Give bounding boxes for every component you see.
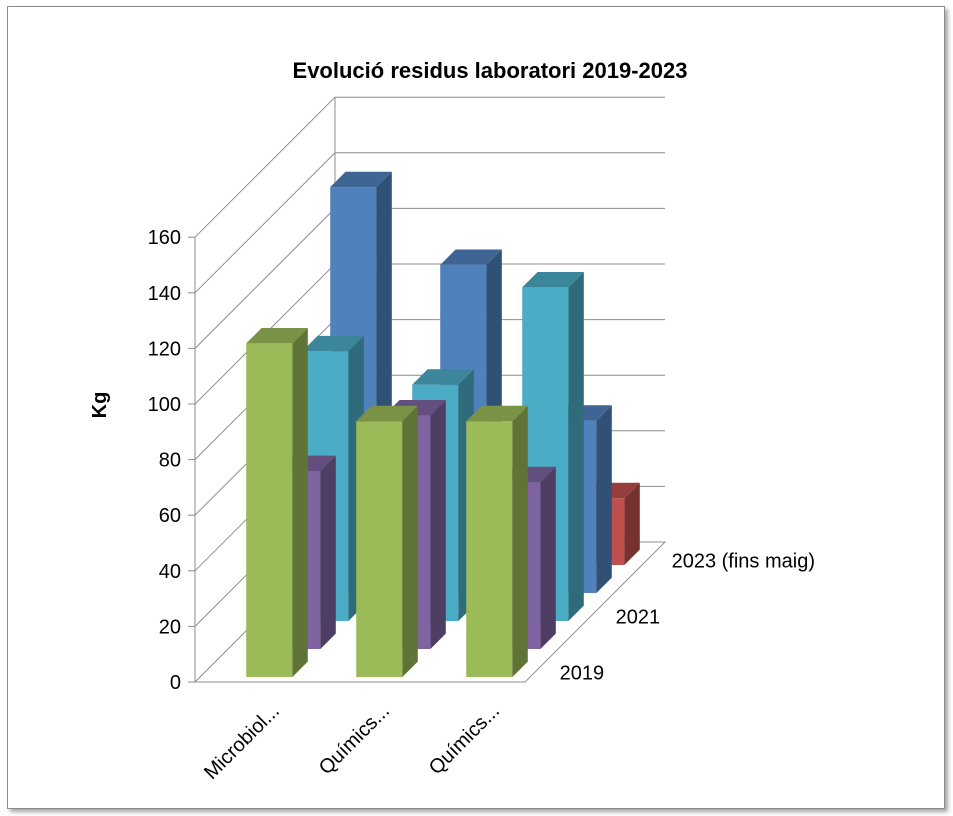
y-tick-label: 40 — [159, 561, 181, 583]
x-tick-labels: Microbiol... Químics... Químics... — [200, 700, 504, 784]
x-tick-label: Químics... — [425, 700, 504, 779]
y-tick-label: 100 — [148, 394, 181, 416]
bar-front — [356, 421, 403, 677]
bar-top — [246, 328, 308, 344]
x-tick-label: Químics... — [315, 700, 394, 779]
bar-front — [246, 343, 293, 677]
bar-side — [596, 405, 612, 593]
bar-top — [356, 405, 418, 422]
depth-tick-label: 2019 — [560, 662, 605, 684]
gridline — [194, 207, 665, 349]
depth-tick-labels: 2019 2021 2023 (fins maig) — [560, 550, 815, 684]
bar-side — [568, 272, 584, 621]
bar-side — [624, 482, 640, 565]
bar-top — [466, 405, 528, 422]
bar-side — [402, 405, 418, 677]
bar-top — [302, 335, 364, 352]
bar-front — [466, 421, 513, 677]
y-tick-label: 120 — [148, 338, 181, 360]
bar-side — [430, 400, 446, 649]
y-axis-label: Kg — [89, 392, 111, 419]
bar — [356, 405, 418, 677]
x-tick-label: Microbiol... — [200, 700, 284, 784]
gridline — [194, 152, 665, 294]
y-tick-label: 60 — [159, 505, 181, 527]
y-tick-label: 140 — [148, 283, 181, 305]
y-tick-label: 20 — [159, 616, 181, 638]
bar-top — [412, 369, 474, 385]
bar — [246, 328, 308, 677]
depth-tick-label: 2021 — [616, 606, 661, 628]
depth-tick-label: 2023 (fins maig) — [672, 550, 815, 572]
y-tick-labels: 0 20 40 60 80 100 120 140 160 — [148, 227, 195, 694]
y-tick-label: 80 — [159, 450, 181, 472]
y-tick-label: 0 — [170, 672, 181, 694]
chart-title: Evolució residus laboratori 2019-2023 — [293, 58, 688, 83]
bars — [246, 171, 640, 677]
bar-side — [320, 455, 336, 649]
bar — [466, 405, 528, 677]
y-tick-label: 160 — [148, 227, 181, 249]
bar-top — [330, 171, 392, 188]
bar-side — [540, 466, 556, 649]
gridline — [194, 96, 665, 238]
bar-top — [440, 249, 502, 265]
bar-top — [522, 272, 584, 288]
bar-side — [512, 405, 528, 677]
bar-side — [292, 328, 308, 677]
